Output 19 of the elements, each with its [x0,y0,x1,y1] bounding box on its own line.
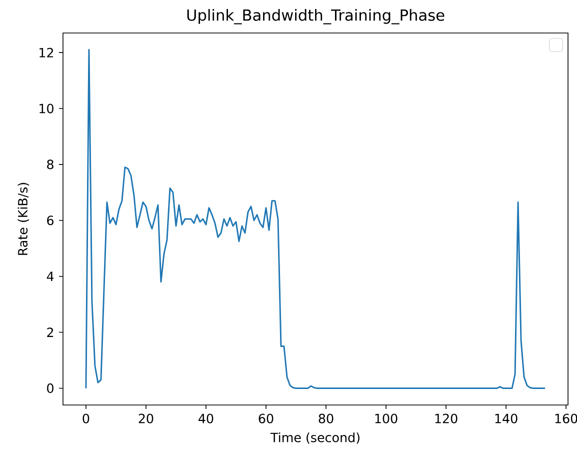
x-tick-label: 80 [318,414,334,424]
x-tick-label: 160 [555,414,577,424]
x-tick-label: 120 [435,414,458,424]
y-tick-label: 2 [47,328,54,337]
x-tick-label: 0 [82,414,90,424]
y-axis-title: Rate (KiB/s) [18,182,30,255]
x-tick-label: 140 [495,414,518,424]
x-tick-label: 20 [138,414,154,424]
y-tick-label: 10 [40,104,54,114]
x-tick-label: 60 [258,414,274,424]
y-tick-label: 6 [47,216,54,226]
y-tick-label: 12 [40,48,54,58]
x-tick-label: 40 [198,414,214,424]
x-axis-title: Time (second) [270,432,360,444]
chart-title: Uplink_Bandwidth_Training_Phase [187,9,444,24]
y-tick-label: 8 [47,160,54,170]
y-tick-label: 0 [47,383,54,394]
y-tick-label: 4 [46,272,54,281]
x-tick-label: 100 [375,414,398,424]
